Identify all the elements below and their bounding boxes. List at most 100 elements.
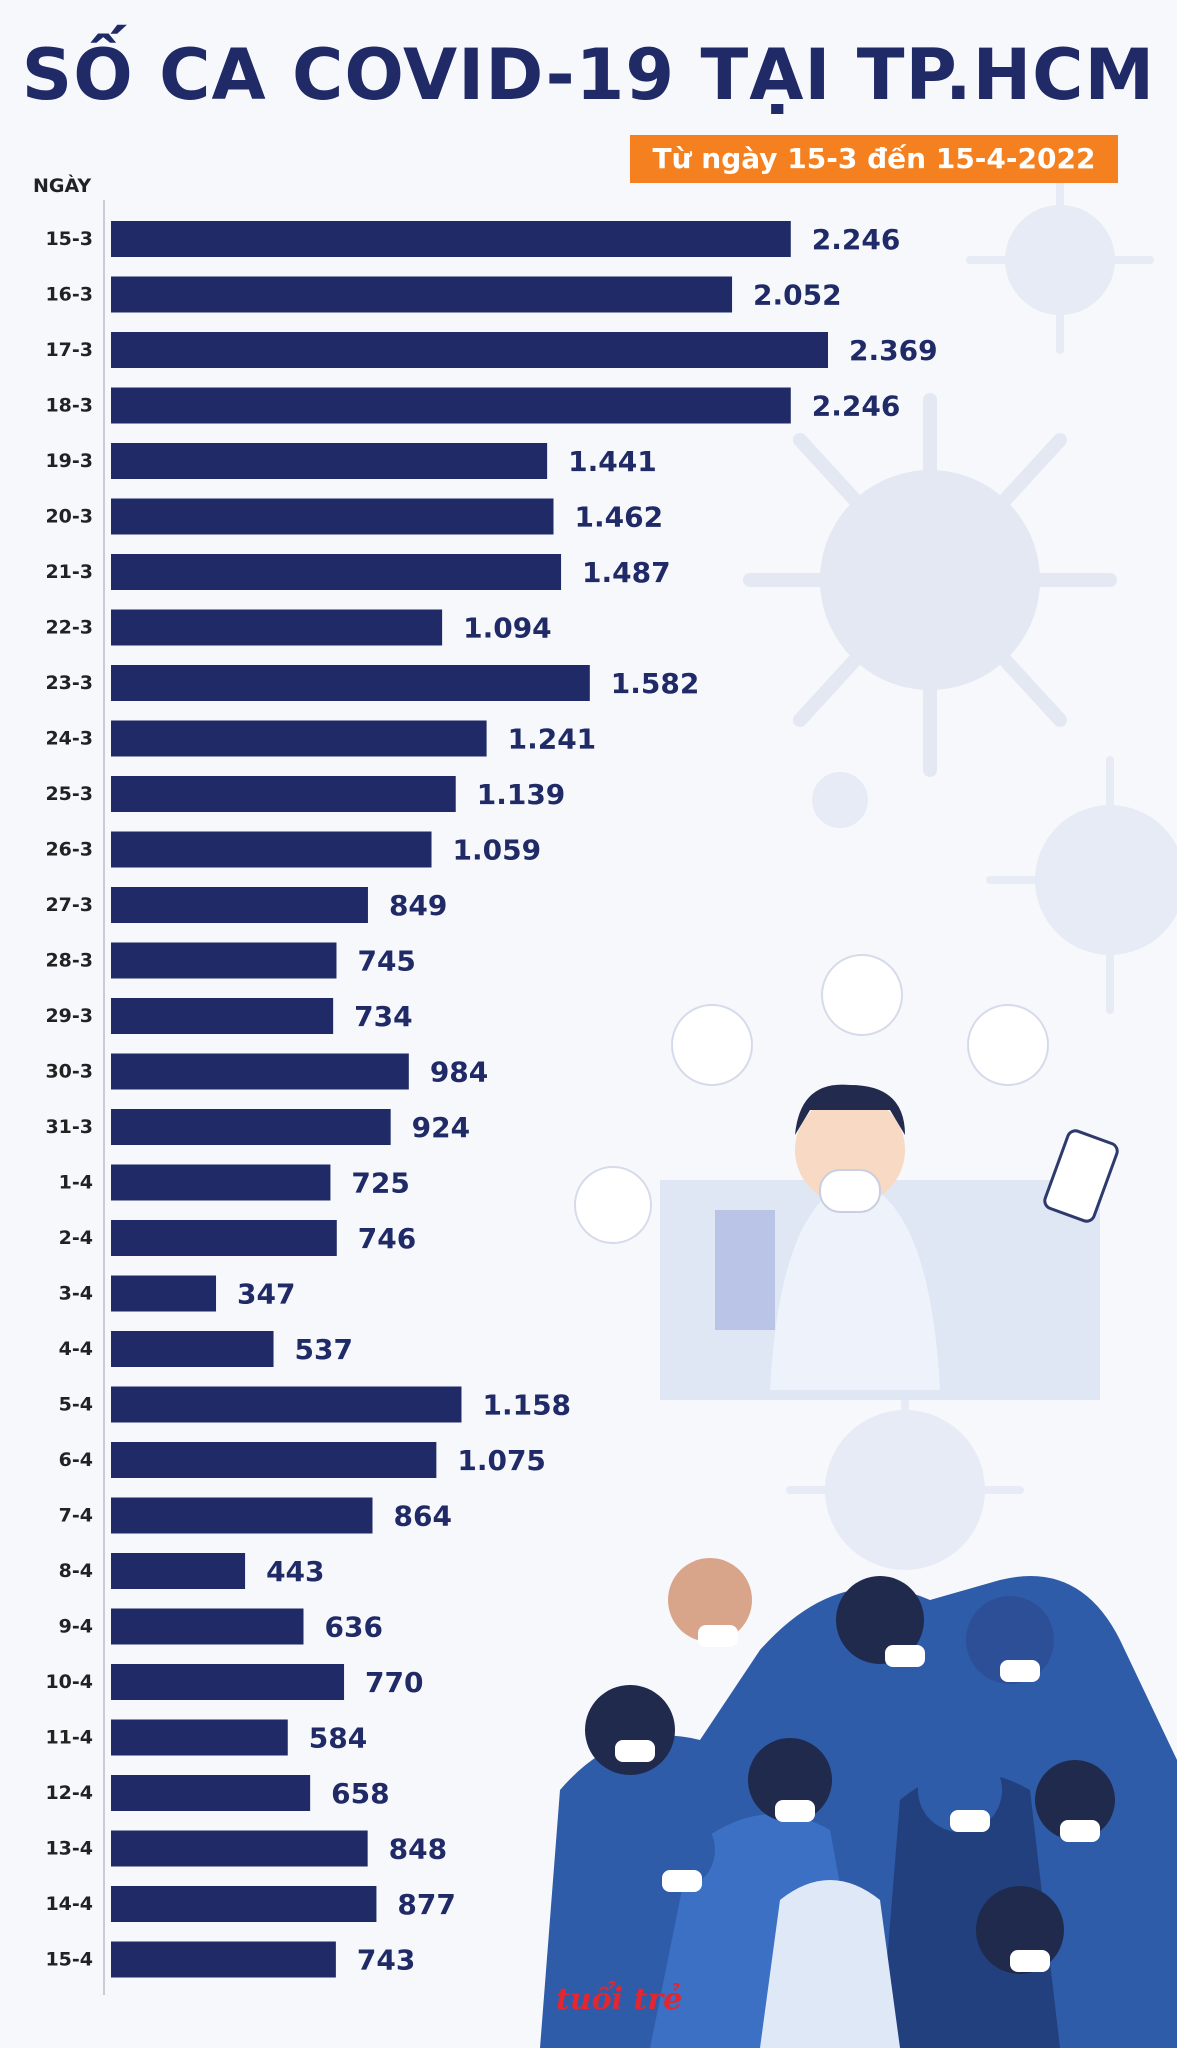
bar [111,998,334,1034]
category-label: 11-4 [45,1727,93,1749]
virus-illustration-small [786,166,1177,1570]
value-label: 745 [357,945,415,978]
value-label: 1.241 [508,723,597,756]
bar [111,1664,345,1700]
bar [111,831,432,868]
value-label: 658 [331,1777,389,1810]
chart-title: SỐ CA COVID-19 TẠI TP.HCM [21,34,1156,116]
value-label: 924 [412,1111,470,1144]
category-label: 3-4 [59,1283,93,1305]
bar [111,1220,337,1256]
bar [111,1775,311,1811]
category-label: 28-3 [45,950,93,972]
bar [111,1608,304,1645]
bar [111,221,791,257]
bar [111,1886,377,1922]
virus-illustration [743,393,1117,777]
category-label: 22-3 [45,617,93,639]
value-label: 347 [237,1278,295,1311]
category-label: 25-3 [45,783,93,805]
bar [111,942,337,979]
bar [111,720,487,757]
category-label: 16-3 [45,284,93,306]
bar [111,1053,409,1090]
category-label: 30-3 [45,1061,93,1083]
category-label: 4-4 [59,1338,93,1360]
value-label: 443 [266,1555,324,1588]
bar [111,1164,331,1201]
bar [111,1386,462,1423]
category-label: 14-4 [45,1893,93,1915]
value-label: 848 [389,1833,447,1866]
bar [111,1331,274,1367]
bar [111,665,590,701]
bar [111,1497,373,1534]
crowd-illustration [540,1558,1177,2048]
value-label: 537 [295,1333,353,1366]
value-label: 877 [397,1888,455,1921]
category-label: 5-4 [59,1394,93,1416]
value-label: 1.075 [457,1444,546,1477]
value-label: 725 [351,1167,409,1200]
y-axis-line [103,200,105,1995]
bar [111,387,791,424]
category-label: 8-4 [59,1560,93,1582]
value-label: 1.158 [482,1389,571,1422]
category-label: 7-4 [59,1505,93,1527]
category-label: 1-4 [59,1172,93,1194]
bar [111,1719,288,1756]
category-label: 19-3 [45,450,93,472]
category-label: 18-3 [45,395,93,417]
value-label: 1.462 [574,501,663,534]
value-label: 849 [389,889,447,922]
bar [111,276,733,313]
category-label: 15-3 [45,228,93,250]
bar [111,609,443,646]
value-label: 1.582 [611,667,700,700]
bar [111,443,548,479]
category-label: 29-3 [45,1005,93,1027]
value-label: 2.246 [812,223,901,256]
category-label: 20-3 [45,506,93,528]
value-label: 1.059 [453,834,542,867]
value-label: 636 [324,1611,382,1644]
category-label: 9-4 [59,1616,93,1638]
bar [111,554,562,590]
category-label: 31-3 [45,1116,93,1138]
bar [111,1830,368,1867]
category-label: 6-4 [59,1449,93,1471]
category-label: 17-3 [45,339,93,361]
value-label: 1.094 [463,612,552,645]
value-label: 2.246 [812,390,901,423]
bar [111,1442,437,1478]
bar [111,498,554,535]
value-label: 746 [358,1222,416,1255]
value-label: 584 [309,1722,367,1755]
bar [111,887,368,923]
value-label: 743 [357,1944,415,1977]
value-label: 1.441 [568,445,657,478]
bar [111,1275,217,1312]
bar [111,1553,246,1589]
value-label: 864 [393,1500,451,1533]
category-label: 26-3 [45,839,93,861]
category-label: 27-3 [45,894,93,916]
value-label: 734 [354,1000,412,1033]
bar [111,332,828,368]
newspaper-logo: tuổi trẻ [556,1982,683,2017]
value-label: 770 [365,1666,423,1699]
value-label: 2.369 [849,334,938,367]
category-label: 12-4 [45,1782,93,1804]
category-label: 23-3 [45,672,93,694]
value-label: 1.139 [477,778,566,811]
value-label: 2.052 [753,279,842,312]
bar [111,776,456,812]
bar [111,1941,336,1978]
category-label: 24-3 [45,728,93,750]
category-label: 2-4 [59,1227,93,1249]
date-range-badge: Từ ngày 15-3 đến 15-4-2022 [630,135,1118,183]
category-label: 10-4 [45,1671,93,1693]
value-label: 1.487 [582,556,671,589]
doctor-illustration [574,954,1119,1400]
